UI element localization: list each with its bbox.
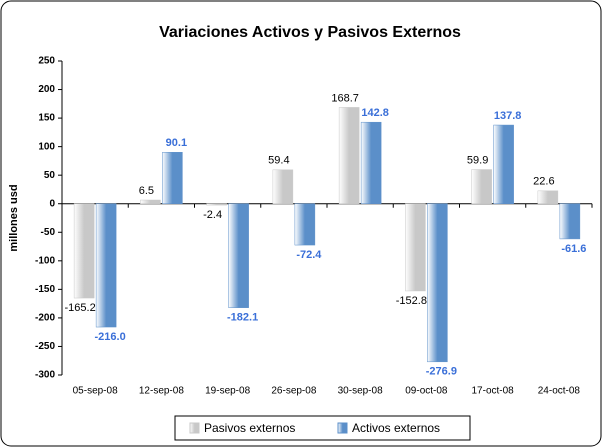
y-tick-label: 0: [49, 198, 55, 209]
x-tick-label: 05-sep-08: [73, 386, 118, 397]
data-label: 90.1: [166, 137, 187, 149]
bar: [493, 124, 514, 204]
chart-title: Variaciones Activos y Pasivos Externos: [159, 24, 461, 41]
data-label: -182.1: [227, 312, 258, 324]
bar: [294, 203, 316, 246]
y-tick-label: 50: [44, 170, 56, 181]
bar: [206, 203, 227, 206]
x-tick-label: 30-sep-08: [338, 386, 383, 397]
data-label: 137.8: [494, 110, 522, 122]
x-tick-label: 24-oct-08: [538, 386, 581, 397]
data-label: -152.8: [396, 295, 427, 307]
bar: [73, 203, 95, 299]
y-tick-label: -100: [35, 255, 55, 266]
x-tick-label: 17-oct-08: [472, 386, 515, 397]
legend-swatch: [189, 422, 200, 434]
bar: [559, 203, 581, 240]
y-tick-label: 250: [38, 56, 55, 67]
bar: [228, 203, 249, 308]
y-tick-label: -300: [35, 370, 55, 381]
data-label: -2.4: [203, 209, 222, 221]
bar: [272, 169, 294, 204]
y-tick-label: -250: [35, 341, 55, 352]
x-tick-label: 09-oct-08: [405, 386, 448, 397]
bar: [140, 199, 161, 204]
bar: [405, 203, 426, 292]
bar: [471, 169, 492, 204]
legend: [174, 415, 471, 441]
data-label: -72.4: [296, 249, 322, 261]
bar: [360, 121, 382, 204]
y-tick-label: 200: [38, 84, 55, 95]
legend-label: Activos externos: [352, 421, 440, 435]
data-label: -276.9: [426, 366, 457, 378]
y-tick-label: -50: [41, 227, 56, 238]
data-label: -61.6: [561, 243, 586, 255]
data-label: 22.6: [533, 176, 554, 188]
data-label: -216.0: [95, 331, 126, 343]
bar: [427, 203, 448, 363]
data-label: 59.9: [467, 154, 488, 166]
x-tick-label: 12-sep-08: [139, 386, 184, 397]
data-label: 168.7: [331, 92, 359, 104]
y-axis-title: millones usd: [8, 184, 20, 251]
legend-swatch: [337, 422, 348, 434]
y-tick-label: 150: [38, 113, 55, 124]
data-label: -165.2: [65, 302, 96, 314]
y-tick-label: 100: [38, 141, 55, 152]
data-label: 142.8: [361, 107, 389, 119]
data-label: 59.4: [268, 155, 289, 167]
bar: [338, 107, 360, 204]
bar: [95, 203, 117, 328]
data-label: 6.5: [139, 185, 154, 197]
y-tick-label: -150: [35, 284, 55, 295]
bar: [162, 152, 183, 204]
x-tick-label: 19-sep-08: [205, 386, 250, 397]
x-tick-label: 26-sep-08: [271, 386, 316, 397]
bar: [537, 190, 559, 204]
y-tick-label: -200: [35, 313, 55, 324]
legend-label: Pasivos externos: [204, 421, 295, 435]
